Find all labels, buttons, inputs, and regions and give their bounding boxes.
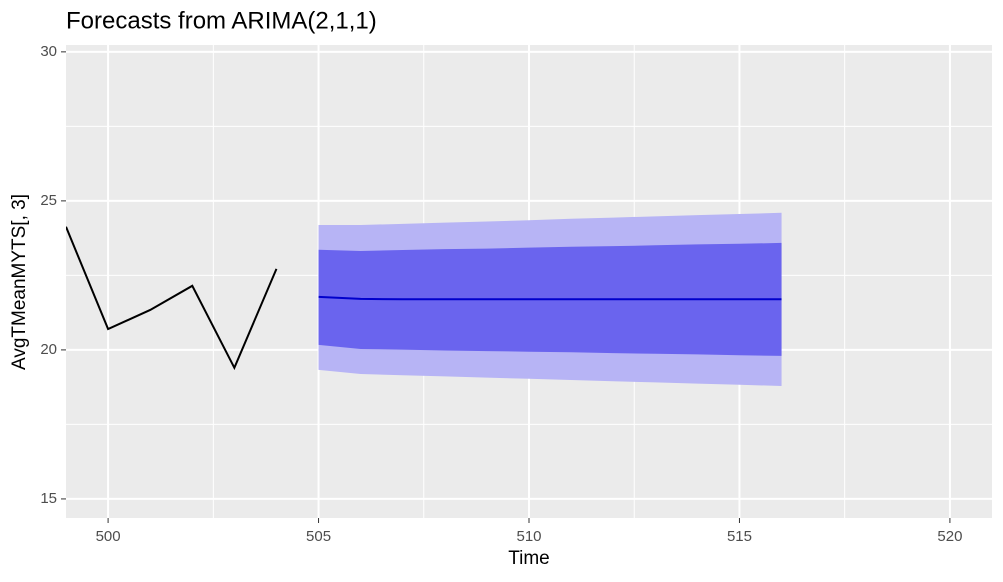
series-line: [318, 295, 782, 301]
y-tick-label: 15: [40, 490, 57, 507]
y-tick-label: 25: [40, 192, 57, 209]
x-tick-label: 500: [96, 528, 121, 545]
y-axis-title: AvgTMeanMYTS[, 3]: [9, 194, 30, 370]
x-tick-label: 520: [937, 528, 962, 545]
series-line: [66, 226, 278, 371]
y-tick-label: 20: [40, 341, 57, 358]
chart-title: Forecasts from ARIMA(2,1,1): [66, 7, 377, 34]
x-axis-title: Time: [508, 548, 550, 569]
x-tick-label: 515: [727, 528, 752, 545]
x-tick-label: 505: [306, 528, 331, 545]
x-tick-label: 510: [516, 528, 541, 545]
y-tick-label: 30: [40, 43, 57, 60]
